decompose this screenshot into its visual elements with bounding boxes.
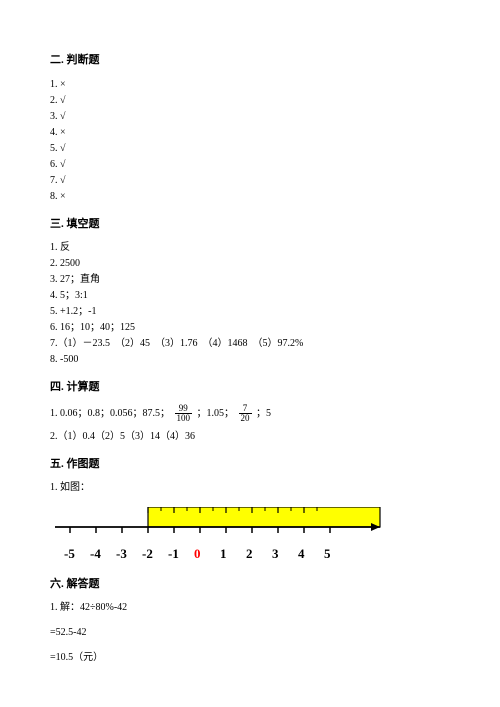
s2-item: 5. √ <box>50 141 450 156</box>
s3-item: 8. -500 <box>50 352 450 367</box>
number-line-labels: -5-4-3-2-1012345 <box>64 544 450 564</box>
section-6-body: 1. 解：42÷80%-42 =52.5-42 =10.5（元） <box>50 600 450 665</box>
s4-l1-b: ；1.05； <box>197 407 235 418</box>
s3-item: 7.（1）－23.5 （2）45 （3）1.76 （4）1468 （5）97.2… <box>50 336 450 351</box>
number-line-svg <box>50 507 400 537</box>
number-line-figure: -5-4-3-2-1012345 <box>50 507 450 564</box>
s4-l1-c: ；5 <box>256 407 271 418</box>
s6-line: =10.5（元） <box>50 650 450 665</box>
s2-item: 6. √ <box>50 157 450 172</box>
s2-item: 8. × <box>50 189 450 204</box>
section-4-title: 四. 计算题 <box>50 379 450 396</box>
section-3-answers: 1. 反 2. 2500 3. 27；直角 4. 5；3:1 5. +1.2；-… <box>50 240 450 367</box>
section-2-title: 二. 判断题 <box>50 52 450 69</box>
s3-item: 2. 2500 <box>50 256 450 271</box>
s2-item: 4. × <box>50 125 450 140</box>
s2-item: 2. √ <box>50 93 450 108</box>
frac-den: 20 <box>239 414 252 423</box>
section-6-title: 六. 解答题 <box>50 576 450 593</box>
s3-item: 6. 16；10；40；125 <box>50 320 450 335</box>
section-5-title: 五. 作图题 <box>50 456 450 473</box>
s3-item: 4. 5；3:1 <box>50 288 450 303</box>
section-3-title: 三. 填空题 <box>50 216 450 233</box>
s4-line2: 2.（1）0.4（2）5（3）14（4）36 <box>50 429 450 444</box>
s3-item: 5. +1.2；-1 <box>50 304 450 319</box>
s6-line: =52.5-42 <box>50 625 450 640</box>
s2-item: 3. √ <box>50 109 450 124</box>
s4-line1: 1. 0.06；0.8；0.056；87.5； 99 100 ；1.05； 7 … <box>50 404 450 423</box>
s2-item: 1. × <box>50 77 450 92</box>
frac-num: 7 <box>239 404 252 414</box>
s5-sub: 1. 如图： <box>50 480 450 495</box>
section-2-answers: 1. × 2. √ 3. √ 4. × 5. √ 6. √ 7. √ 8. × <box>50 77 450 204</box>
frac-den: 100 <box>175 414 193 423</box>
s2-item: 7. √ <box>50 173 450 188</box>
fraction-2: 7 20 <box>239 404 252 423</box>
s6-line: 1. 解：42÷80%-42 <box>50 600 450 615</box>
s3-item: 1. 反 <box>50 240 450 255</box>
fraction-1: 99 100 <box>175 404 193 423</box>
s3-item: 3. 27；直角 <box>50 272 450 287</box>
s4-l1-a: 1. 0.06；0.8；0.056；87.5； <box>50 407 170 418</box>
frac-num: 99 <box>175 404 193 414</box>
